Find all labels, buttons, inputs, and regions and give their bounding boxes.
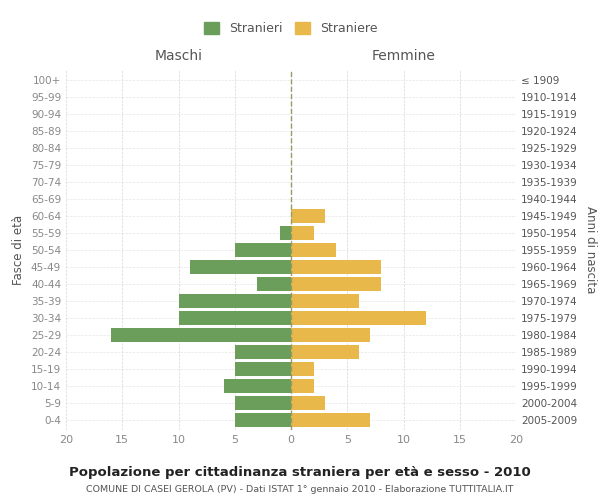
Bar xyxy=(223,379,291,392)
Bar xyxy=(111,328,291,342)
Bar xyxy=(291,260,381,274)
Bar xyxy=(179,294,291,308)
Bar xyxy=(291,294,359,308)
Bar xyxy=(291,379,314,392)
Text: Femmine: Femmine xyxy=(371,49,436,63)
Bar xyxy=(235,362,291,376)
Bar xyxy=(291,345,359,358)
Bar xyxy=(291,243,336,257)
Bar xyxy=(179,311,291,324)
Bar xyxy=(291,277,381,291)
Legend: Stranieri, Straniere: Stranieri, Straniere xyxy=(204,22,378,36)
Bar xyxy=(235,396,291,409)
Bar xyxy=(291,396,325,409)
Bar xyxy=(291,362,314,376)
Bar xyxy=(257,277,291,291)
Text: COMUNE DI CASEI GEROLA (PV) - Dati ISTAT 1° gennaio 2010 - Elaborazione TUTTITAL: COMUNE DI CASEI GEROLA (PV) - Dati ISTAT… xyxy=(86,485,514,494)
Y-axis label: Anni di nascita: Anni di nascita xyxy=(584,206,597,294)
Bar xyxy=(235,413,291,426)
Bar xyxy=(291,413,370,426)
Y-axis label: Fasce di età: Fasce di età xyxy=(13,215,25,285)
Bar xyxy=(190,260,291,274)
Text: Popolazione per cittadinanza straniera per età e sesso - 2010: Popolazione per cittadinanza straniera p… xyxy=(69,466,531,479)
Bar xyxy=(291,311,426,324)
Bar xyxy=(280,226,291,240)
Bar xyxy=(291,226,314,240)
Text: Maschi: Maschi xyxy=(155,49,203,63)
Bar xyxy=(291,209,325,223)
Bar xyxy=(235,345,291,358)
Bar xyxy=(291,328,370,342)
Bar xyxy=(235,243,291,257)
